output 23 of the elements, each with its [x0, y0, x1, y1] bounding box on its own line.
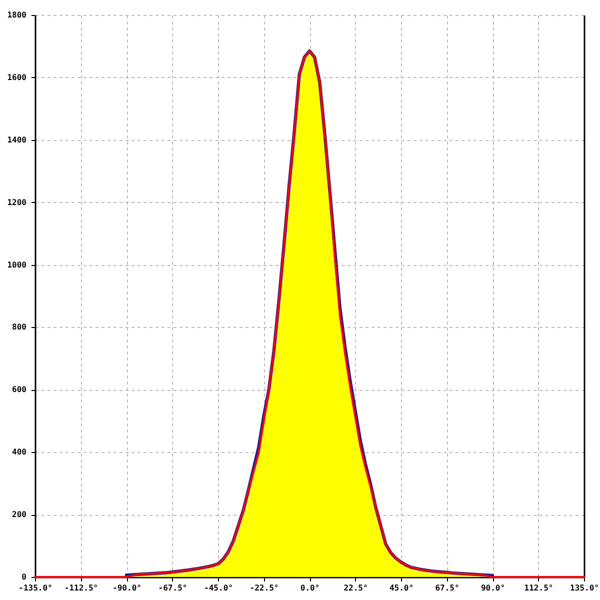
x-tick-label: -22.5° [250, 584, 279, 592]
x-tick-label: -135.0° [18, 584, 52, 592]
x-tick-label: 0.0° [300, 584, 320, 592]
y-tick-label: 1000 [7, 260, 27, 270]
y-tick-label: 1600 [7, 72, 27, 82]
x-tick-label: 135.0° [570, 584, 599, 592]
x-tick-label: 45.0° [389, 584, 414, 592]
x-tick-label: -45.0° [204, 584, 233, 592]
x-tick-label: -90.0° [112, 584, 142, 592]
x-tick-label: -67.5° [158, 584, 188, 592]
x-tick-label: 22.5° [344, 584, 368, 592]
x-tick-label: 90.0° [480, 584, 506, 592]
y-tick-label: 1400 [7, 135, 27, 144]
y-tick-label: 600 [12, 385, 27, 394]
x-tick-label: 67.5° [435, 584, 460, 592]
y-tick-label: 1200 [7, 198, 27, 207]
x-tick-label: 112.5° [524, 584, 554, 592]
y-tick-label: 1800 [7, 10, 27, 20]
y-tick-label: 0 [22, 572, 27, 582]
y-tick-label: 400 [12, 448, 27, 457]
x-tick-label: -112.5° [64, 584, 98, 592]
y-tick-label: 800 [12, 322, 27, 332]
y-tick-label: 200 [12, 510, 27, 520]
